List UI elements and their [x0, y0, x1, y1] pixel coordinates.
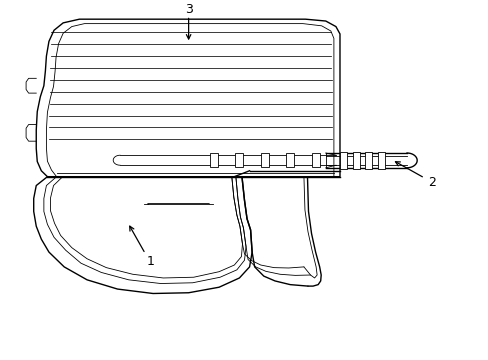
Bar	[339, 152, 346, 169]
Bar	[235, 153, 243, 167]
Bar	[285, 153, 294, 167]
Bar	[352, 152, 359, 169]
Text: 3: 3	[184, 4, 192, 17]
Bar	[377, 152, 385, 169]
Bar	[365, 152, 372, 169]
Bar	[311, 153, 319, 167]
Text: 2: 2	[427, 176, 435, 189]
Text: 1: 1	[146, 255, 154, 268]
Bar	[260, 153, 268, 167]
Polygon shape	[36, 19, 339, 177]
Bar	[209, 153, 218, 167]
